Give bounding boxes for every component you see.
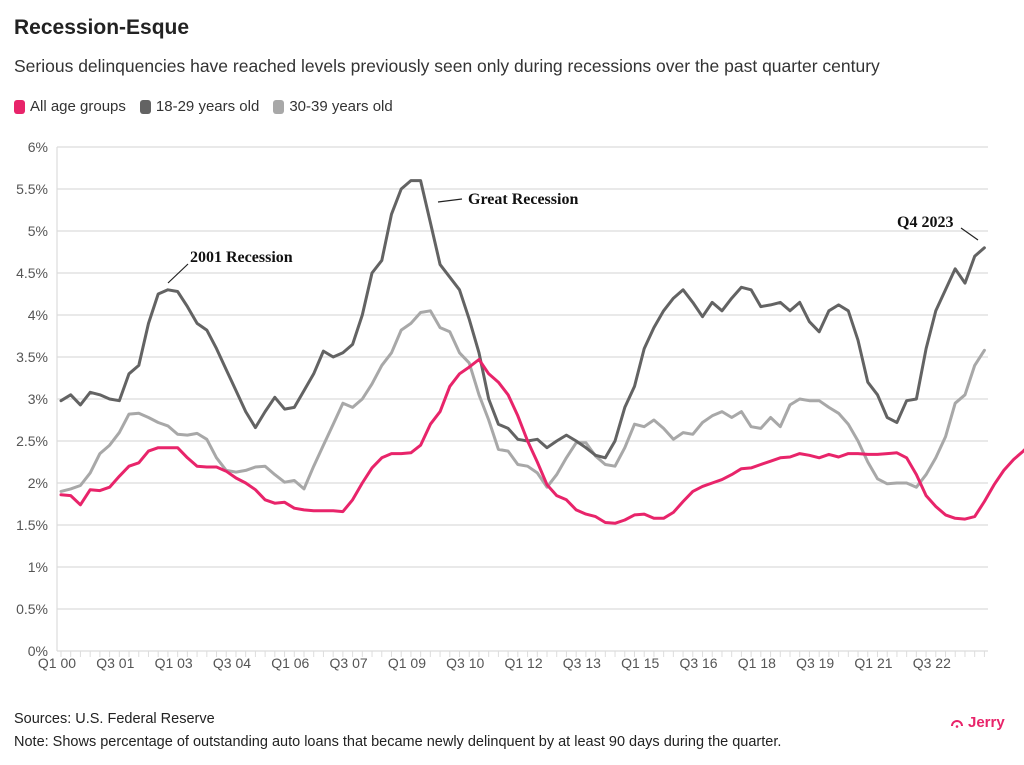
x-tick-label: Q1 15 bbox=[621, 655, 659, 671]
annotation-2001-recession: 2001 Recession bbox=[190, 249, 293, 266]
x-tick-label: Q3 04 bbox=[213, 655, 251, 671]
annotation-leader bbox=[437, 198, 463, 203]
y-tick-label: 2% bbox=[28, 475, 48, 491]
note-text: Note: Shows percentage of outstanding au… bbox=[14, 734, 782, 750]
x-tick-label: Q1 09 bbox=[388, 655, 426, 671]
x-tick-label: Q1 18 bbox=[738, 655, 776, 671]
x-tick-label: Q1 00 bbox=[38, 655, 76, 671]
y-tick-label: 2.5% bbox=[16, 433, 48, 449]
legend-label: All age groups bbox=[30, 98, 126, 115]
y-tick-label: 4% bbox=[28, 307, 48, 323]
x-tick-label: Q1 03 bbox=[155, 655, 193, 671]
y-tick-label: 1% bbox=[28, 559, 48, 575]
chart-subtitle: Serious delinquencies have reached level… bbox=[14, 56, 880, 76]
legend-item-18-29: 18-29 years old bbox=[139, 98, 260, 115]
series-line-30-39-years-old bbox=[59, 309, 986, 493]
series-line-all-age-groups bbox=[59, 358, 1024, 525]
x-tick-label: Q3 22 bbox=[913, 655, 951, 671]
x-tick-label: Q3 16 bbox=[679, 655, 717, 671]
sources-text: Sources: U.S. Federal Reserve bbox=[14, 711, 215, 727]
y-tick-label: 0% bbox=[28, 643, 48, 659]
x-tick-label: Q3 01 bbox=[96, 655, 134, 671]
x-tick-label: Q3 13 bbox=[563, 655, 601, 671]
annotation-q4-2023: Q4 2023 bbox=[897, 214, 953, 231]
legend: All age groups 18-29 years old 30-39 yea… bbox=[14, 98, 393, 115]
x-tick-label: Q1 12 bbox=[504, 655, 542, 671]
series-line-18-29-years-old bbox=[59, 179, 986, 460]
legend-swatch bbox=[139, 99, 151, 114]
x-tick-label: Q1 21 bbox=[854, 655, 892, 671]
jerry-logo: Jerry bbox=[950, 714, 1005, 731]
annotation-leader bbox=[167, 263, 189, 284]
x-tick-label: Q3 10 bbox=[446, 655, 484, 671]
y-tick-label: 0.5% bbox=[16, 601, 48, 617]
legend-label: 18-29 years old bbox=[155, 98, 260, 115]
chart-title: Recession-Esque bbox=[14, 16, 190, 39]
x-tick-label: Q3 07 bbox=[330, 655, 368, 671]
jerry-logo-text: Jerry bbox=[968, 714, 1005, 731]
y-tick-label: 4.5% bbox=[16, 265, 48, 281]
legend-item-30-39: 30-39 years old bbox=[273, 98, 393, 115]
legend-label: 30-39 years old bbox=[289, 98, 393, 115]
annotation-great-recession: Great Recession bbox=[468, 191, 578, 208]
y-tick-label: 6% bbox=[28, 139, 48, 155]
y-tick-label: 3% bbox=[28, 391, 48, 407]
legend-swatch bbox=[273, 99, 285, 114]
y-tick-label: 5.5% bbox=[16, 181, 48, 197]
x-tick-label: Q1 06 bbox=[271, 655, 309, 671]
y-tick-label: 1.5% bbox=[16, 517, 48, 533]
legend-swatch bbox=[14, 99, 25, 114]
x-tick-label: Q3 19 bbox=[796, 655, 834, 671]
annotation-leader bbox=[960, 227, 979, 241]
jerry-logo-icon bbox=[951, 719, 963, 728]
y-tick-label: 5% bbox=[28, 223, 48, 239]
legend-item-all: All age groups bbox=[14, 98, 126, 115]
y-tick-label: 3.5% bbox=[16, 349, 48, 365]
